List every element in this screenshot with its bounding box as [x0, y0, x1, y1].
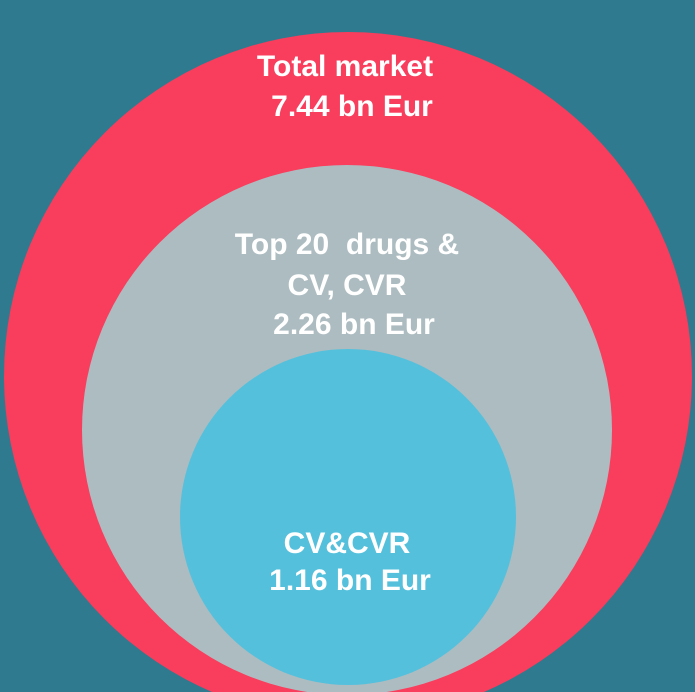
label-line: CV&CVR	[284, 527, 411, 560]
label-line: 7.44 bn Eur	[271, 90, 433, 123]
label-line: CV, CVR	[288, 269, 407, 302]
label-line: Top 20 drugs &	[235, 228, 459, 261]
label-line: 1.16 bn Eur	[269, 564, 431, 597]
label-line: 2.26 bn Eur	[273, 308, 435, 341]
label-line: Total market	[257, 50, 433, 83]
inner-circle	[180, 349, 516, 685]
